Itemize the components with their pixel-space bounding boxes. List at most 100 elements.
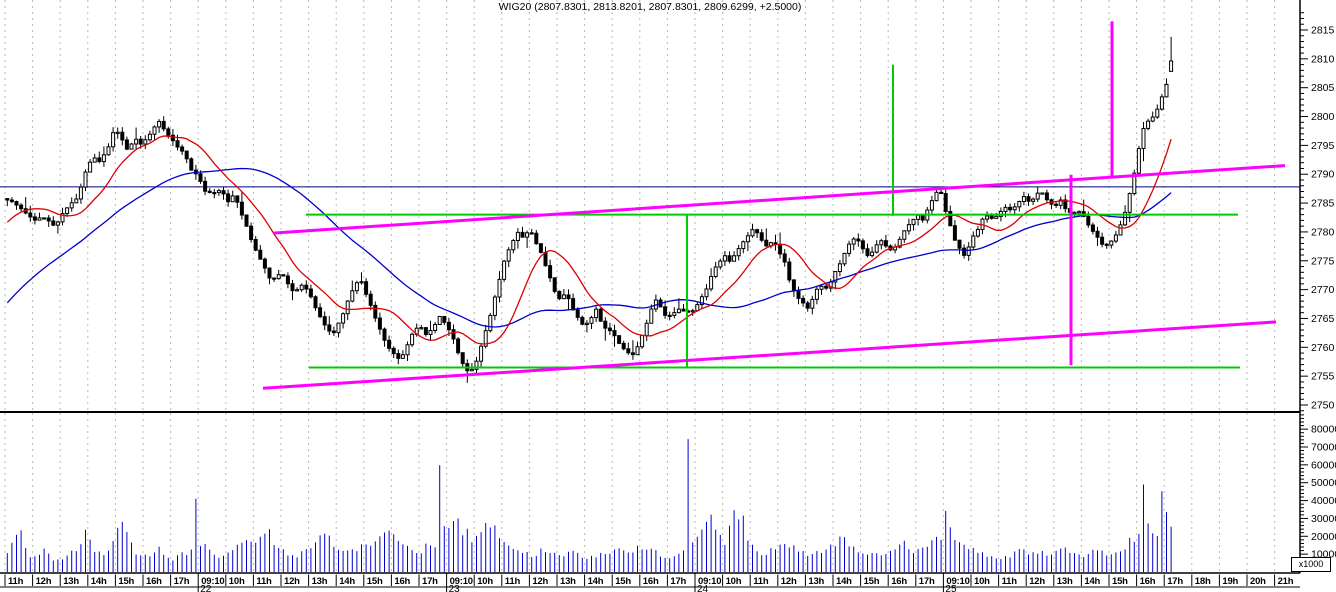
candle-body [19, 204, 24, 210]
hour-label: 11h [1002, 576, 1018, 587]
candle-body [672, 312, 677, 316]
candle-body [410, 333, 415, 346]
candle-body [129, 143, 134, 150]
hour-label: 15h [1112, 576, 1128, 587]
candle-body [1169, 60, 1174, 72]
candle-body [796, 290, 801, 299]
candle-body [492, 296, 497, 316]
candle-body [663, 306, 668, 316]
candle-body [778, 243, 783, 255]
candle-body [226, 193, 231, 203]
hour-label: 13h [560, 576, 576, 587]
candle-body [594, 308, 599, 319]
candle-body [276, 274, 281, 280]
candle-body [32, 216, 37, 221]
candle-body [906, 224, 911, 232]
candle-body [1012, 206, 1017, 211]
candle-body [1026, 196, 1031, 202]
candle-body [1127, 193, 1132, 213]
candle-body [166, 128, 171, 136]
hour-label: 17h [174, 576, 190, 587]
candle-body [621, 342, 626, 350]
candle-body [934, 191, 939, 202]
price-tick-label: 2785 [1311, 198, 1335, 210]
candle-body [952, 225, 957, 241]
candle-body [1021, 196, 1026, 203]
candle-body [1044, 192, 1049, 201]
candle-body [396, 353, 401, 359]
candle-body [644, 322, 649, 336]
candle-body [1090, 224, 1095, 232]
candle-body [207, 190, 212, 194]
price-tick-label: 2760 [1311, 342, 1335, 354]
hour-label: 13h [1057, 576, 1073, 587]
channel-lower-trendline[interactable] [262, 320, 1277, 390]
candle-body [939, 191, 944, 195]
candle-body [147, 133, 152, 141]
candle-body [239, 201, 244, 216]
candle-body [791, 279, 796, 292]
candle-body [640, 334, 645, 348]
candle-body [617, 335, 622, 344]
volume-tick-label: 60000 [1311, 459, 1336, 471]
hour-label: 12h [781, 576, 797, 587]
candle-body [456, 338, 461, 354]
hour-label: 11h [8, 576, 24, 587]
price-tick-label: 2750 [1311, 399, 1335, 411]
drawn-lines-layer [262, 21, 1286, 390]
candle-body [989, 215, 994, 219]
hour-label: 11h [256, 576, 272, 587]
volume-axis: 8000070000600005000040000300002000010000 [1300, 414, 1336, 569]
candle-body [446, 321, 451, 331]
candle-body [97, 157, 102, 163]
candle-body [331, 330, 336, 334]
candle-body [649, 308, 654, 324]
candle-body [1146, 120, 1151, 129]
channel-upper-trendline[interactable] [272, 164, 1286, 235]
price-tick-label: 2805 [1311, 82, 1335, 94]
moving-averages-layer [6, 135, 1172, 345]
hour-label: 10h [726, 576, 742, 587]
candle-body [874, 244, 879, 253]
hour-label: 16h [394, 576, 410, 587]
candle-body [538, 243, 543, 253]
hour-label: 12h [1029, 576, 1045, 587]
candle-body [902, 230, 907, 240]
hour-label: 10h [229, 576, 245, 587]
candle-body [60, 213, 65, 223]
candle-body [548, 265, 553, 279]
candle-body [971, 235, 976, 248]
candle-body [525, 232, 530, 238]
candle-body [966, 246, 971, 256]
candle-body [1164, 83, 1169, 98]
candle-body [603, 320, 608, 329]
candle-body [37, 217, 42, 221]
candle-body [5, 198, 10, 201]
hour-label: 14h [836, 576, 852, 587]
candle-body [400, 354, 405, 359]
candle-body [111, 132, 116, 148]
candle-body [883, 240, 888, 247]
candle-body [833, 271, 838, 283]
candle-body [810, 298, 815, 309]
candle-body [364, 281, 369, 295]
candle-body [382, 328, 387, 341]
candle-body [920, 214, 925, 221]
candle-body [88, 161, 93, 173]
volume-tick-label: 50000 [1311, 477, 1336, 489]
hour-label: 17h [919, 576, 935, 587]
day-label: 24 [697, 584, 709, 592]
candle-body [635, 346, 640, 356]
candle-body [1150, 116, 1155, 122]
candle-body [345, 300, 350, 315]
hour-label: 10h [477, 576, 493, 587]
hour-label: 14h [588, 576, 604, 587]
hour-label: 20h [1250, 576, 1266, 587]
candle-body [120, 131, 125, 141]
hour-label: 12h [532, 576, 548, 587]
candle-body [42, 217, 47, 220]
candle-body [1136, 148, 1141, 174]
candle-body [916, 214, 921, 220]
